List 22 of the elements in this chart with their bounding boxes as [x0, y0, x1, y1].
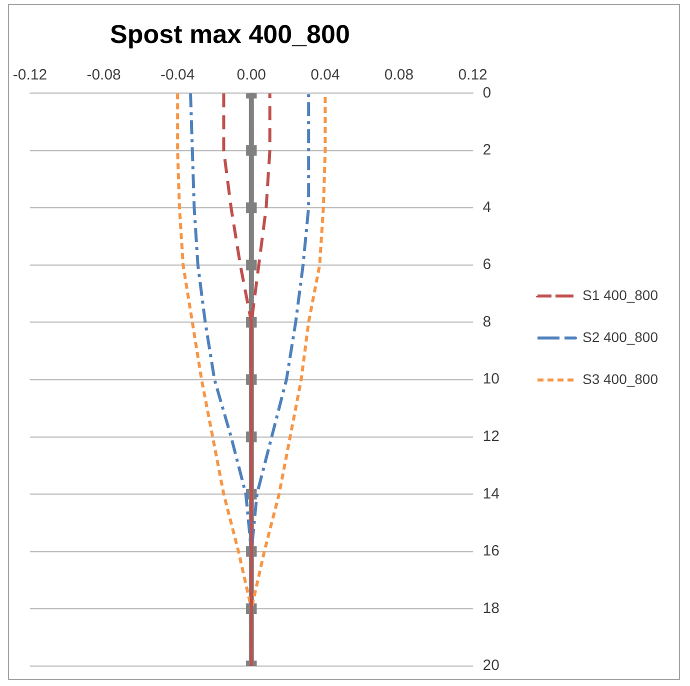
y-tick-label: 18 [482, 600, 500, 617]
y-tick-label: 6 [482, 256, 492, 274]
y-tick-label: 16 [482, 542, 500, 560]
legend-label: S3 400_800 [582, 370, 658, 387]
y-tick-label: 10 [482, 370, 500, 388]
y-tick-label: 8 [482, 313, 492, 330]
x-tick-label: 0.08 [384, 66, 414, 84]
x-tick-label: 0.04 [310, 66, 340, 84]
x-tick-label: 0.00 [236, 66, 266, 84]
y-tick-label: 20 [482, 657, 500, 674]
legend-label: S1 400_800 [582, 286, 658, 303]
y-tick-label: 14 [482, 485, 500, 502]
y-tick-label: 2 [482, 142, 492, 159]
y-tick-label: 12 [482, 428, 500, 446]
y-tick-label: 0 [482, 84, 492, 102]
x-tick-label: -0.08 [86, 66, 121, 84]
y-tick-label: 4 [482, 198, 492, 216]
legend-label: S2 400_800 [582, 328, 658, 345]
x-tick-label: -0.12 [12, 66, 48, 84]
x-tick-label: -0.04 [160, 66, 195, 84]
x-tick-label: 0.12 [458, 66, 488, 84]
chart-title: Spost max 400_800 [110, 18, 350, 49]
